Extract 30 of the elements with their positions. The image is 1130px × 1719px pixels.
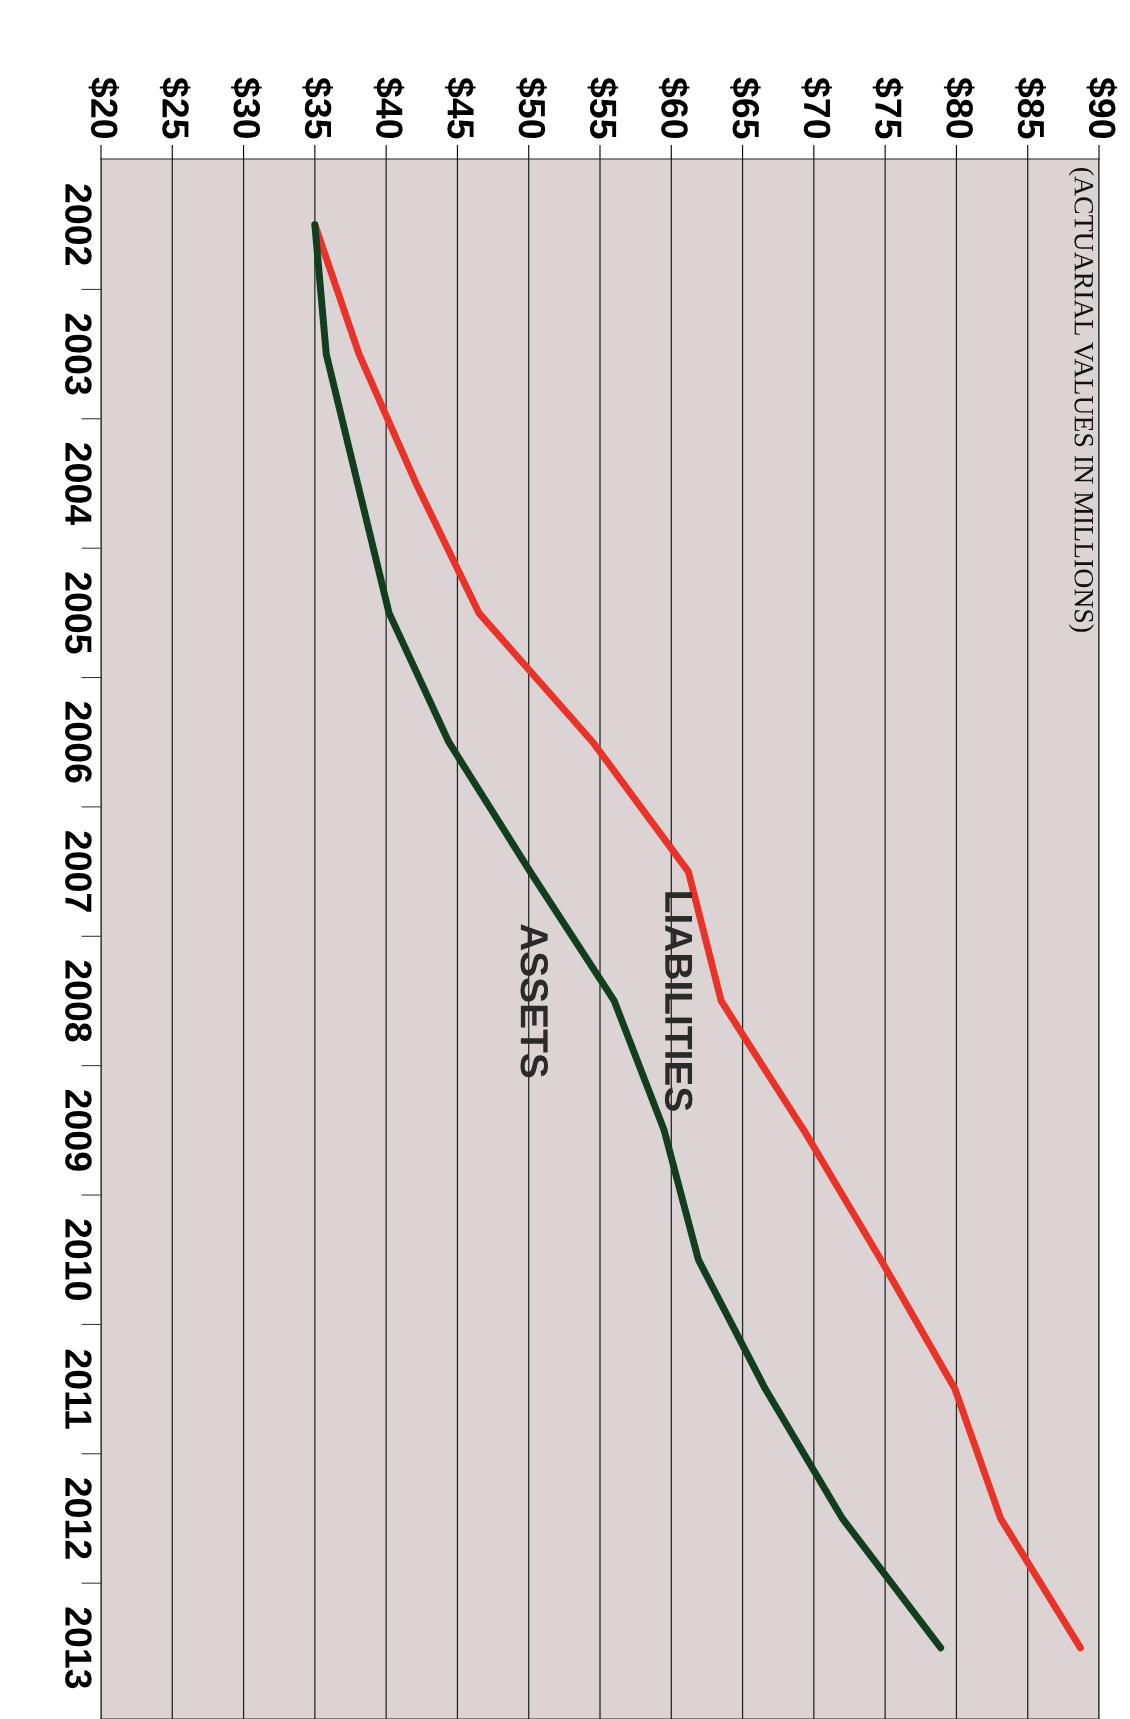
x-tick-label: $45 xyxy=(444,77,476,139)
y-tick-label: 2012 xyxy=(65,1478,92,1559)
y-tick-label: 2013 xyxy=(65,1607,92,1689)
text: LIABILITIES xyxy=(664,892,693,1111)
x-tick-label: $30 xyxy=(231,77,262,139)
x-tick-label: $75 xyxy=(872,77,904,139)
x-tick-label: $55 xyxy=(587,77,619,139)
y-tick-label: 2009 xyxy=(65,1089,92,1171)
x-tick-label: $85 xyxy=(1015,77,1046,139)
y-tick-label: 2003 xyxy=(65,313,92,395)
y-tick-label: 2008 xyxy=(65,960,92,1042)
text: (ACTUARIAL VALUES IN MILLIONS) xyxy=(1068,168,1095,632)
x-tick-label: $40 xyxy=(373,77,405,139)
y-tick-label: 2007 xyxy=(65,831,92,912)
y-tick-label: 2006 xyxy=(65,701,92,783)
x-tick-label: $65 xyxy=(730,77,761,139)
x-tick-label: $80 xyxy=(943,77,975,139)
x-tick-label: $50 xyxy=(516,77,547,139)
x-tick-label: $90 xyxy=(1086,77,1118,139)
x-tick-label: $20 xyxy=(88,77,120,139)
y-tick-label: 2002 xyxy=(65,184,92,265)
y-tick-label: 2005 xyxy=(65,572,92,654)
y-tick-label: 2011 xyxy=(65,1349,92,1429)
x-tick-label: $35 xyxy=(302,77,333,139)
x-tick-label: $25 xyxy=(159,77,191,139)
x-tick-label: $70 xyxy=(801,77,832,139)
y-tick-label: 2004 xyxy=(65,443,92,525)
y-tick-label: 2010 xyxy=(65,1219,92,1300)
text: ASSETS xyxy=(520,924,549,1078)
x-tick-label: $60 xyxy=(658,77,690,139)
